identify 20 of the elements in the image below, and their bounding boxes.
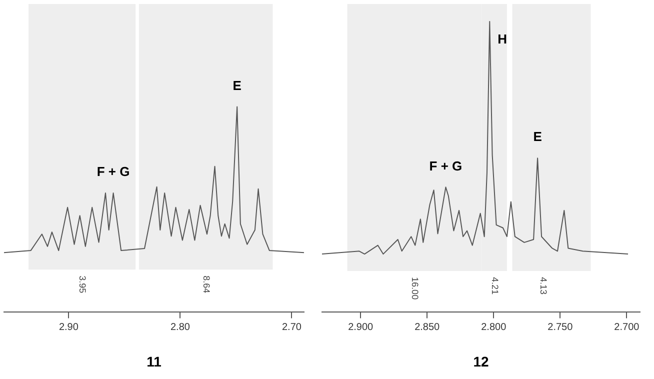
band-label: 8.64 xyxy=(201,276,212,294)
x-tick-label: 2.70 xyxy=(282,322,302,333)
x-tick-label: 2.700 xyxy=(614,322,640,333)
annotation: F + G xyxy=(429,158,462,174)
x-tick-label: 2.800 xyxy=(481,322,507,333)
band-label: 4.13 xyxy=(538,277,548,295)
annotation: E xyxy=(232,78,242,93)
x-tick-label: 2.750 xyxy=(548,322,574,333)
text: 12 xyxy=(473,353,489,370)
annotation: H xyxy=(498,32,508,47)
band-label: 4.21 xyxy=(490,277,500,295)
x-tick-label: 2.850 xyxy=(414,322,440,333)
annotation: E xyxy=(533,129,542,144)
x-tick-label: 2.90 xyxy=(58,322,79,333)
band-label: 16.00 xyxy=(410,277,420,300)
x-tick-label: 2.900 xyxy=(348,322,374,333)
text: 11 xyxy=(146,353,162,370)
band-label: 3.95 xyxy=(78,276,88,294)
x-tick-label: 2.80 xyxy=(170,322,190,333)
annotation: F + G xyxy=(96,164,130,180)
